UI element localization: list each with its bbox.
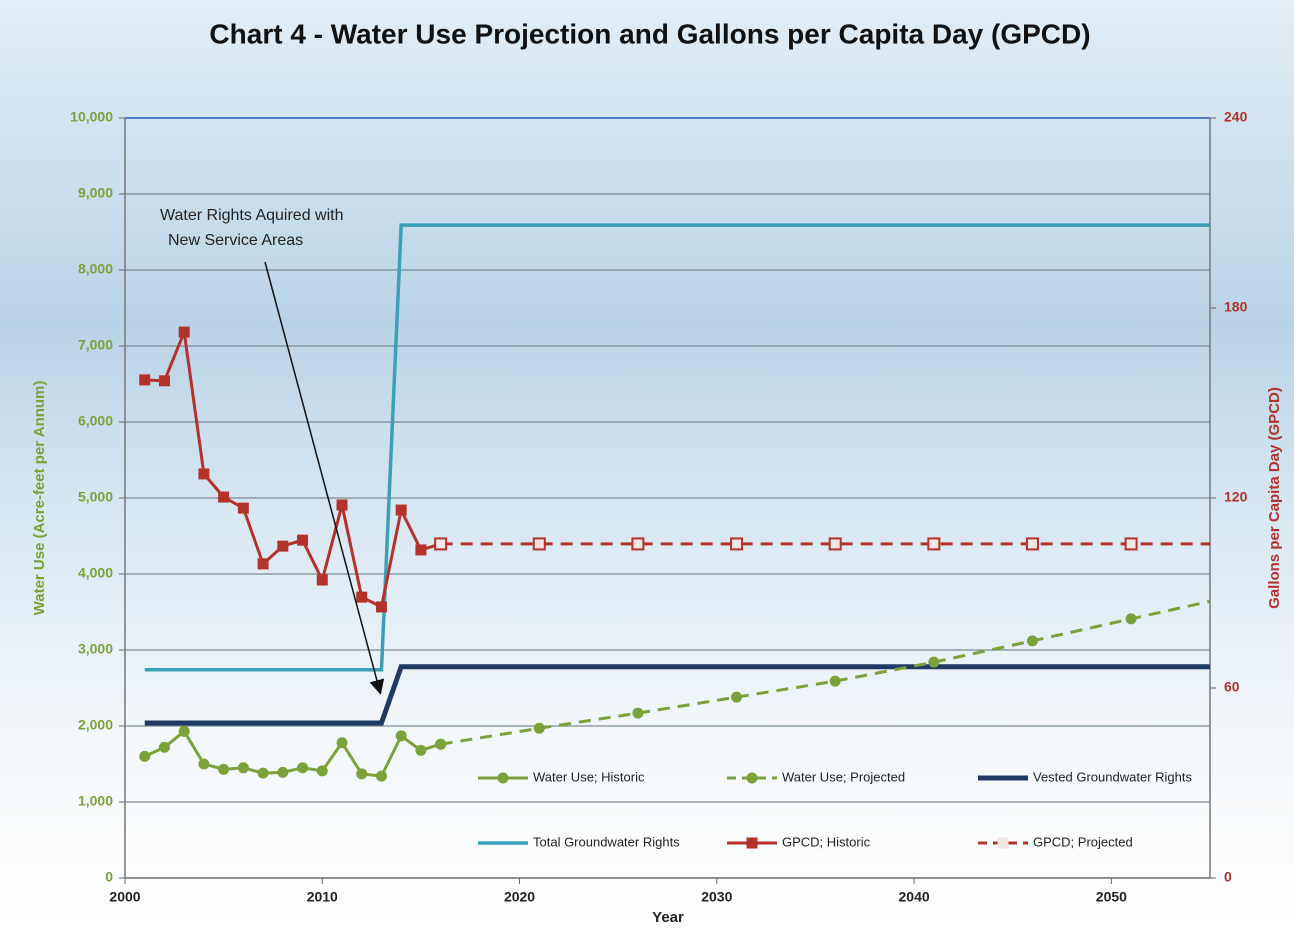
marker (829, 675, 841, 687)
legend-item: Water Use; Historic (478, 769, 645, 784)
legend-item: Total Groundwater Rights (478, 834, 680, 849)
legend-label: Total Groundwater Rights (533, 834, 680, 849)
y-tick-label: 3,000 (78, 641, 113, 657)
x-tick-label: 2000 (109, 889, 140, 905)
annotation: Water Rights Aquired with (160, 207, 343, 224)
marker (237, 762, 249, 774)
marker (434, 537, 448, 551)
marker (178, 326, 190, 338)
y-tick-label: 5,000 (78, 489, 113, 505)
marker (746, 772, 758, 784)
marker (533, 722, 545, 734)
marker (395, 730, 407, 742)
marker (316, 765, 328, 777)
y2-tick-label: 180 (1224, 299, 1248, 315)
series-line (144, 223, 1210, 672)
x-tick-label: 2020 (504, 889, 535, 905)
x-tick-label: 2050 (1096, 889, 1127, 905)
y2-tick-label: 0 (1224, 869, 1232, 885)
legend-label: GPCD; Historic (782, 834, 871, 849)
y-tick-label: 6,000 (78, 413, 113, 429)
legend-label: Water Use; Historic (533, 769, 645, 784)
marker (997, 837, 1009, 849)
marker (218, 763, 230, 775)
marker (139, 750, 151, 762)
marker (178, 725, 190, 737)
marker (395, 504, 407, 516)
marker (139, 374, 151, 386)
marker (277, 766, 289, 778)
legend-item: GPCD; Projected (978, 834, 1133, 849)
marker (415, 544, 427, 556)
y-tick-label: 2,000 (78, 717, 113, 733)
marker (928, 656, 940, 668)
marker (237, 502, 249, 514)
marker (828, 537, 842, 551)
y-tick-label: 10,000 (70, 109, 113, 125)
marker (356, 768, 368, 780)
x-axis-label: Year (652, 909, 684, 926)
marker (375, 601, 387, 613)
legend-label: Vested Groundwater Rights (1033, 769, 1192, 784)
marker (375, 770, 387, 782)
series-line (144, 664, 1210, 726)
annotation: New Service Areas (168, 232, 303, 249)
marker (435, 738, 447, 750)
y-tick-label: 7,000 (78, 337, 113, 353)
marker (316, 574, 328, 586)
legend-label: Water Use; Projected (782, 769, 905, 784)
legend-item: Water Use; Projected (727, 769, 905, 784)
marker (927, 537, 941, 551)
y2-tick-label: 60 (1224, 679, 1240, 695)
y-tick-label: 0 (105, 869, 113, 885)
marker (297, 534, 309, 546)
marker (415, 744, 427, 756)
y2-axis-label: Gallons per Capita Day (GPCD) (1266, 387, 1283, 609)
legend-label: GPCD; Projected (1033, 834, 1133, 849)
y2-tick-label: 120 (1224, 489, 1248, 505)
x-tick-label: 2040 (899, 889, 930, 905)
marker (257, 767, 269, 779)
marker (746, 837, 758, 849)
annotation-arrow (264, 261, 385, 695)
marker (730, 537, 744, 551)
marker (631, 537, 645, 551)
marker (257, 558, 269, 570)
marker (497, 772, 509, 784)
marker (198, 758, 210, 770)
marker (1124, 537, 1138, 551)
y2-tick-label: 240 (1224, 109, 1248, 125)
y-tick-label: 1,000 (78, 793, 113, 809)
marker (356, 591, 368, 603)
marker (1026, 635, 1038, 647)
marker (336, 499, 348, 511)
chart-title: Chart 4 - Water Use Projection and Gallo… (209, 18, 1090, 49)
x-tick-label: 2010 (307, 889, 338, 905)
marker (731, 691, 743, 703)
y-tick-label: 4,000 (78, 565, 113, 581)
series-line (144, 729, 442, 778)
series-line (440, 599, 1211, 746)
marker (297, 762, 309, 774)
x-tick-label: 2030 (701, 889, 732, 905)
marker (218, 491, 230, 503)
legend-item: Vested Groundwater Rights (978, 769, 1192, 784)
y-tick-label: 9,000 (78, 185, 113, 201)
marker (198, 468, 210, 480)
marker (158, 375, 170, 387)
y-axis-label: Water Use (Acre-feet per Annum) (31, 381, 48, 616)
marker (336, 737, 348, 749)
marker (532, 537, 546, 551)
marker (277, 540, 289, 552)
legend-item: GPCD; Historic (727, 834, 871, 849)
y-tick-label: 8,000 (78, 261, 113, 277)
marker (1125, 613, 1137, 625)
marker (158, 741, 170, 753)
series-line (144, 326, 442, 610)
marker (632, 707, 644, 719)
marker (1025, 537, 1039, 551)
